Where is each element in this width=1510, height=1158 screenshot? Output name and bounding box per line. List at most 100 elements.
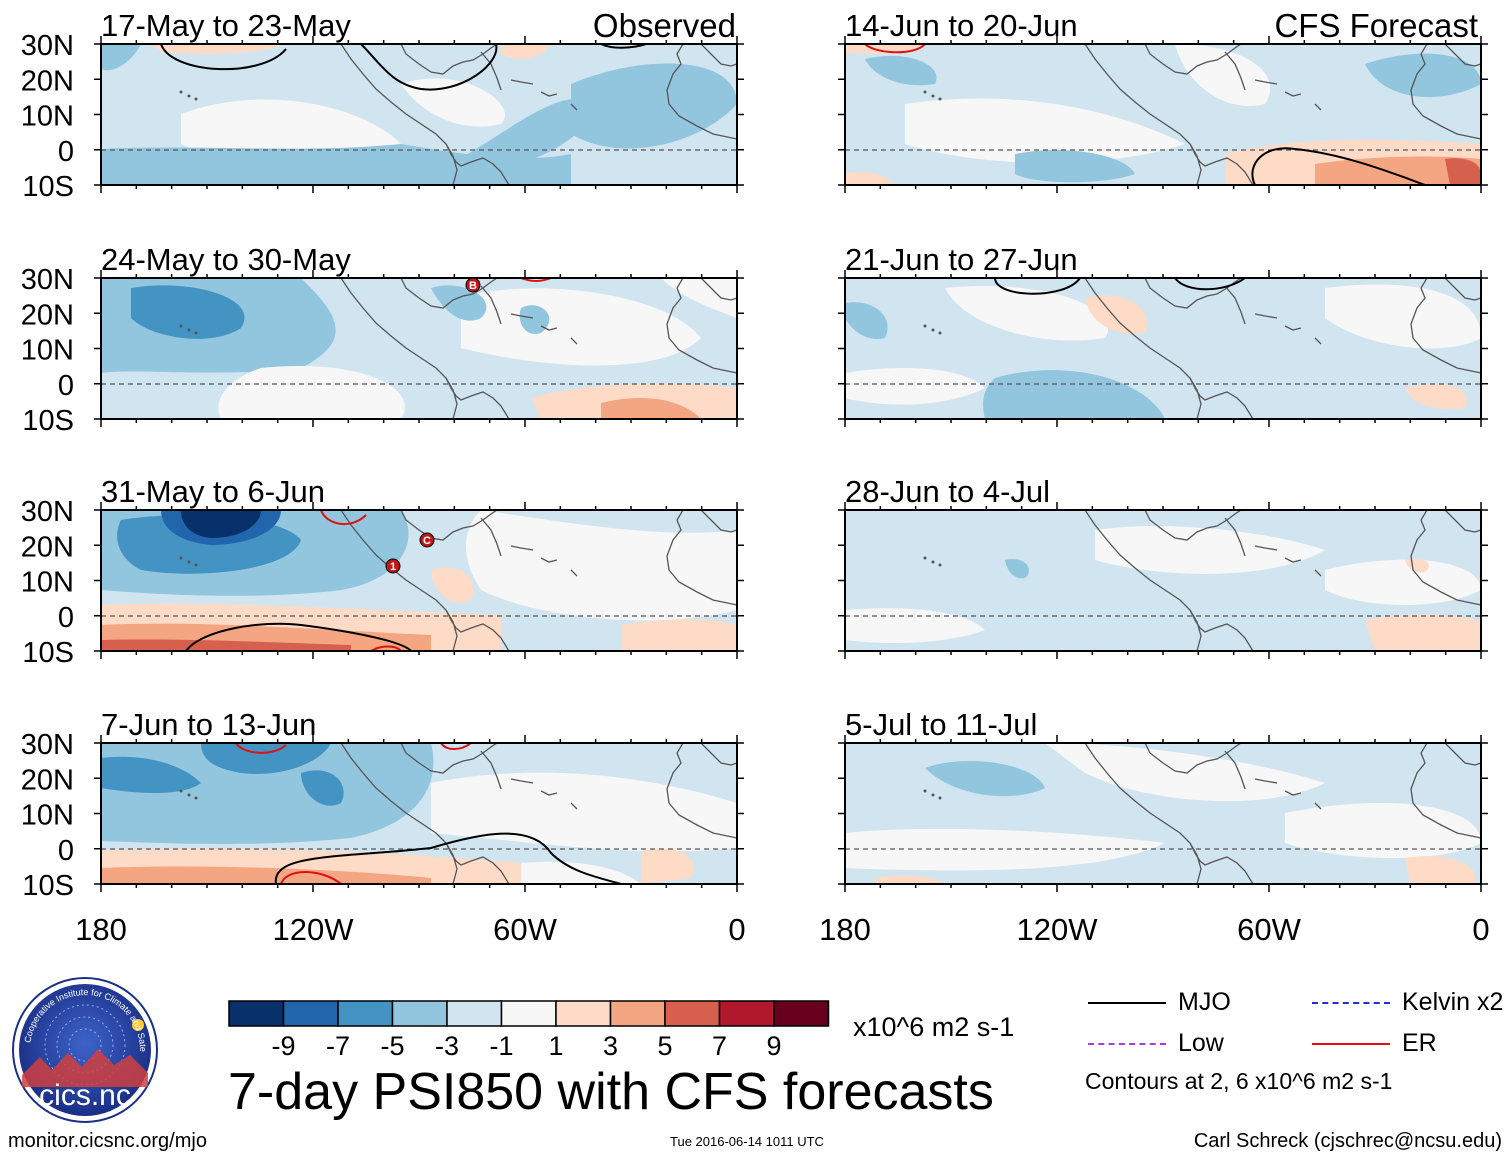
legend-swatch-kelvin — [1312, 1001, 1390, 1004]
anomaly-shading — [1445, 158, 1481, 185]
storm-marker: C — [419, 532, 435, 548]
mjo-contour — [185, 622, 412, 651]
mjo-contour — [600, 44, 647, 49]
map-field — [845, 510, 1481, 651]
anomaly-shading — [1285, 803, 1481, 858]
anomaly-shading — [1405, 856, 1475, 884]
lat-label: 10N — [21, 335, 74, 367]
anomaly-shading — [1405, 558, 1429, 573]
island — [187, 560, 191, 564]
island — [923, 324, 927, 328]
storm-marker-label: B — [469, 280, 477, 292]
panel-title: 21-Jun to 27-Jun — [845, 242, 1078, 277]
legend-swatch-low — [1088, 1042, 1166, 1045]
footer-timestamp: Tue 2016-06-14 1011 UTC — [670, 1134, 824, 1149]
footer-credit: Carl Schreck (cjschrec@ncsu.edu) — [1193, 1130, 1502, 1152]
storm-marker-label: C — [423, 535, 431, 547]
map-field — [101, 44, 737, 185]
colorbar-segment — [500, 1000, 557, 1027]
colorbar-tick-label: 9 — [766, 1031, 781, 1061]
lat-label: 20N — [21, 531, 74, 563]
anomaly-shading — [1085, 295, 1147, 334]
lat-label: 30N — [21, 264, 74, 296]
colorbar-tick-label: 1 — [548, 1031, 563, 1061]
anomaly-shading — [621, 619, 737, 651]
island — [187, 94, 191, 98]
lat-label: 30N — [21, 30, 74, 62]
island — [938, 331, 942, 335]
lat-label: 10N — [21, 567, 74, 599]
map-field — [845, 44, 1481, 185]
lat-label: 30N — [21, 496, 74, 528]
island — [194, 796, 198, 800]
anomaly-shading — [201, 743, 331, 774]
map-field — [101, 743, 737, 884]
anomaly-shading — [1175, 44, 1271, 106]
lon-label: 60W — [493, 912, 557, 947]
anomaly-shading — [925, 760, 1045, 797]
anomaly-shading — [865, 55, 937, 86]
anomaly-shading — [845, 172, 895, 185]
colorbar-segment — [609, 1000, 666, 1027]
colorbar: -9 -7 -5 -3 -1 1 3 5 7 9 — [228, 1000, 830, 1061]
lon-label: 0 — [728, 912, 745, 947]
anomaly-shading — [571, 63, 737, 149]
legend-item-low: Low — [1088, 1029, 1224, 1058]
anomaly-shading — [401, 78, 505, 127]
island — [194, 97, 198, 101]
map-field — [845, 743, 1481, 884]
colorbar-tick-label: -7 — [326, 1031, 350, 1061]
anomaly-shading — [875, 875, 945, 884]
anomaly-shading — [845, 608, 985, 643]
island — [194, 563, 198, 567]
legend-item-mjo: MJO — [1088, 988, 1231, 1017]
anomaly-shading — [983, 370, 1165, 419]
lat-label: 20N — [21, 65, 74, 97]
mjo-contour — [994, 278, 1081, 295]
lon-label: 120W — [1017, 912, 1099, 947]
anomaly-shading — [451, 98, 601, 174]
island — [931, 94, 935, 98]
island — [179, 789, 183, 793]
colorbar-segment — [555, 1000, 612, 1027]
er-contour — [864, 44, 926, 54]
panel-title: 14-Jun to 20-Jun — [845, 8, 1078, 43]
er-contour — [320, 510, 367, 525]
coastline — [1084, 278, 1481, 419]
mjo-contour — [160, 44, 287, 71]
panel-p6: 21-Jun to 27-Jun — [838, 242, 1488, 427]
anomaly-shading — [1365, 53, 1481, 98]
er-contour — [370, 645, 402, 651]
coastline — [340, 278, 737, 419]
anomaly-shading — [431, 567, 474, 603]
legend-label-low: Low — [1178, 1029, 1224, 1057]
panel-title: 17-May to 23-May — [101, 8, 351, 43]
anomaly-shading — [466, 510, 737, 621]
anomaly-shading — [1095, 526, 1325, 574]
colorbar-segment — [664, 1000, 721, 1027]
legend-contour-note: Contours at 2, 6 x10^6 m2 s-1 — [1085, 1068, 1393, 1094]
island — [194, 331, 198, 335]
er-contour — [235, 743, 287, 754]
anomaly-shading — [218, 366, 405, 419]
island — [938, 563, 942, 567]
lon-label: 180 — [75, 912, 127, 947]
anomaly-shading — [945, 286, 1109, 341]
anomaly-shading — [1015, 150, 1135, 183]
lon-label: 60W — [1237, 912, 1301, 947]
legend-item-kelvin: Kelvin x2 — [1312, 988, 1503, 1017]
lat-label: 0 — [58, 136, 74, 168]
colorbar-segment — [446, 1000, 503, 1027]
panel-title: 31-May to 6-Jun — [101, 474, 325, 509]
island — [179, 324, 183, 328]
lat-label: 10N — [21, 800, 74, 832]
legend-label-er: ER — [1402, 1029, 1437, 1057]
legend-swatch-mjo — [1088, 1001, 1166, 1004]
island — [187, 328, 191, 332]
coastline — [1084, 743, 1481, 884]
anomaly-shading — [151, 44, 281, 54]
anomaly-shading — [661, 278, 737, 318]
panel-p7: 28-Jun to 4-Jul — [838, 474, 1488, 659]
